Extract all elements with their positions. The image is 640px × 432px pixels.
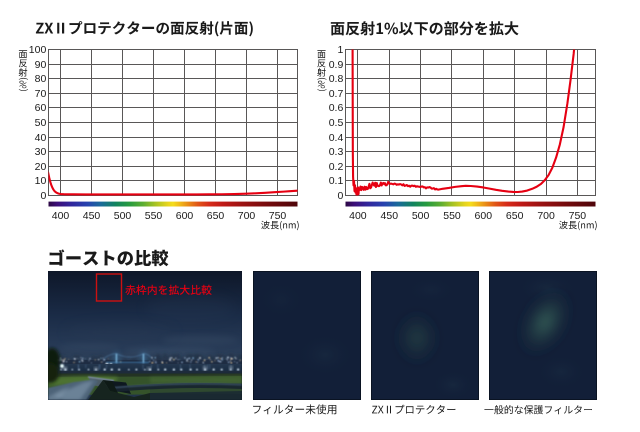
svg-text:40: 40 [35, 132, 47, 144]
svg-text:1: 1 [337, 44, 343, 56]
svg-text:0.3: 0.3 [329, 146, 344, 158]
svg-text:0.5: 0.5 [329, 117, 344, 129]
svg-text:90: 90 [35, 59, 47, 71]
svg-text:0: 0 [337, 190, 343, 202]
svg-text:650: 650 [506, 210, 524, 222]
svg-text:400: 400 [349, 210, 367, 222]
svg-text:700: 700 [238, 210, 256, 222]
svg-text:0.2: 0.2 [329, 161, 344, 173]
svg-text:0.6: 0.6 [329, 102, 344, 114]
svg-text:550: 550 [443, 210, 461, 222]
svg-text:650: 650 [207, 210, 225, 222]
svg-text:20: 20 [35, 161, 47, 173]
svg-text:0.9: 0.9 [329, 59, 344, 71]
svg-text:450: 450 [381, 210, 399, 222]
svg-text:500: 500 [412, 210, 430, 222]
svg-text:600: 600 [475, 210, 493, 222]
svg-text:30: 30 [35, 146, 47, 158]
svg-text:500: 500 [114, 210, 132, 222]
svg-text:700: 700 [537, 210, 555, 222]
svg-text:60: 60 [35, 102, 47, 114]
svg-text:10: 10 [35, 175, 47, 187]
svg-text:70: 70 [35, 88, 47, 100]
svg-text:0.8: 0.8 [329, 73, 344, 85]
svg-text:0.4: 0.4 [329, 132, 344, 144]
svg-text:600: 600 [176, 210, 194, 222]
svg-text:750: 750 [269, 210, 287, 222]
svg-text:0.1: 0.1 [329, 175, 344, 187]
svg-text:0.7: 0.7 [329, 88, 344, 100]
svg-text:0: 0 [40, 190, 46, 202]
svg-text:750: 750 [569, 210, 587, 222]
svg-text:50: 50 [35, 117, 47, 129]
svg-text:550: 550 [145, 210, 163, 222]
svg-text:400: 400 [52, 210, 70, 222]
svg-text:80: 80 [35, 73, 47, 85]
svg-text:100: 100 [29, 44, 47, 56]
svg-text:450: 450 [83, 210, 101, 222]
